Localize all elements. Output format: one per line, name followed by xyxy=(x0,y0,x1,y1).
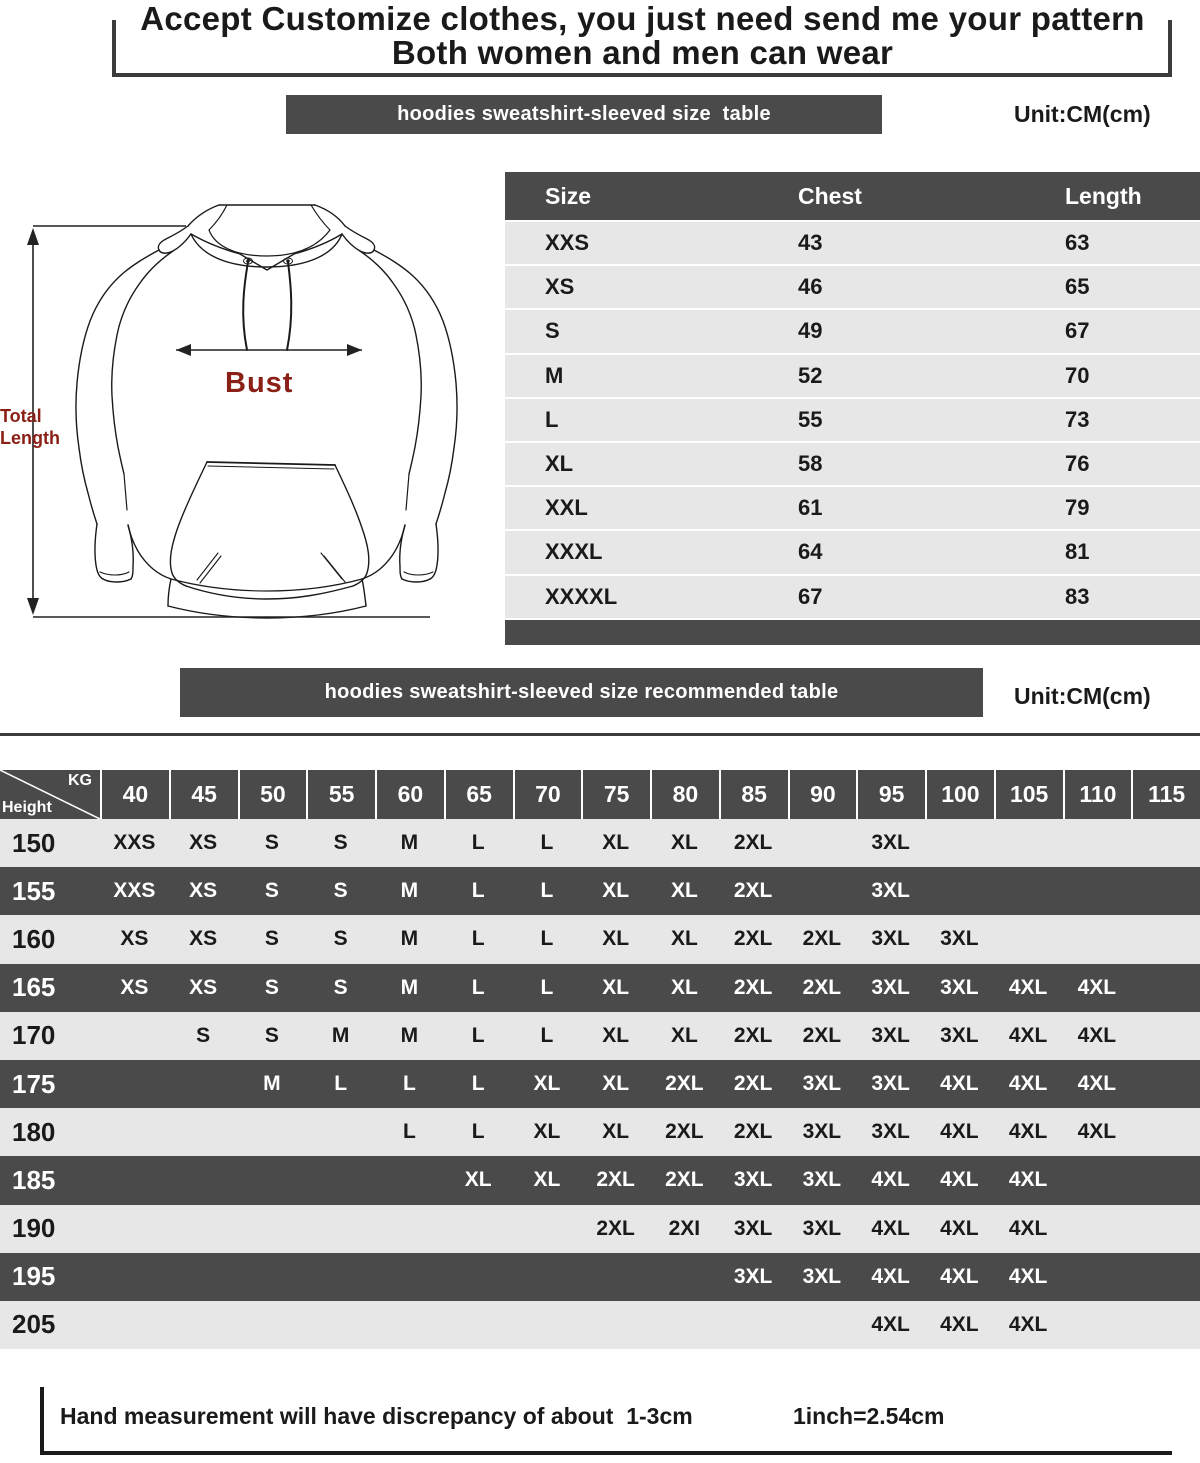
svg-text:Total: Total xyxy=(0,406,42,426)
svg-text:Bust: Bust xyxy=(225,367,293,399)
svg-text:Length: Length xyxy=(0,428,60,448)
